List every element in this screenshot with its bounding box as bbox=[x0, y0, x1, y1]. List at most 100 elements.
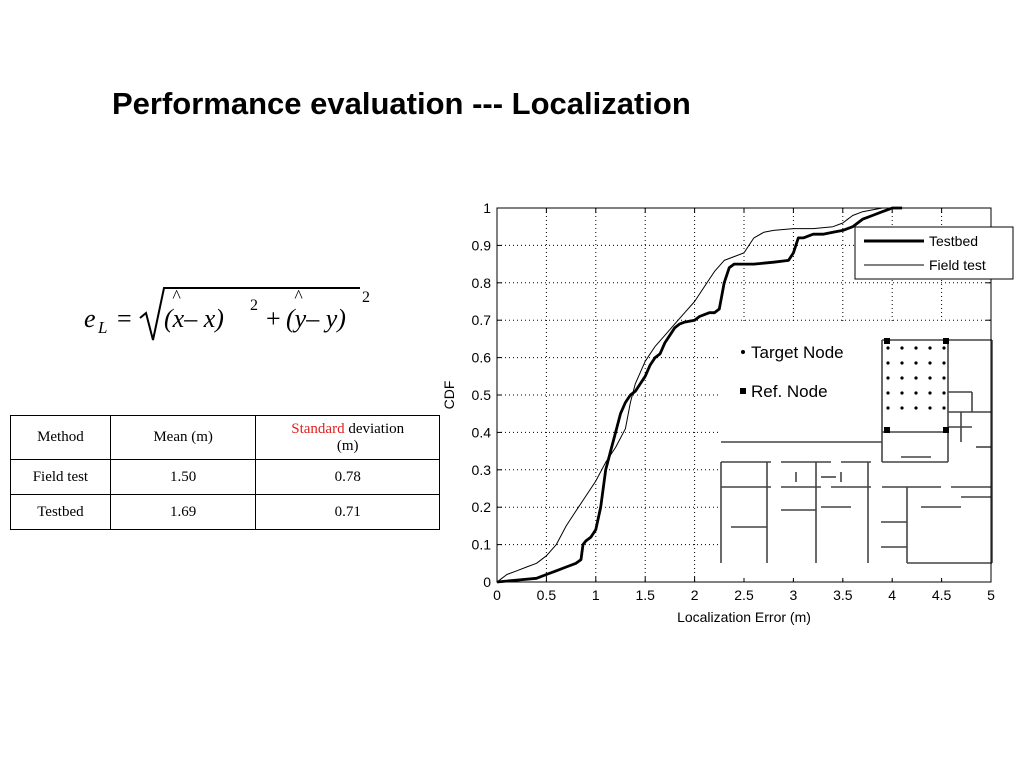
formula-graphic: e L = ^ (x– x) 2 + ^ (y– y) 2 bbox=[84, 286, 370, 341]
target-node-marker bbox=[942, 391, 946, 395]
y-tick-label: 0.6 bbox=[472, 350, 492, 366]
table-header-row: Method Mean (m) Standard deviation (m) bbox=[10, 415, 440, 460]
y-tick-label: 0.1 bbox=[472, 537, 492, 553]
hat-y: ^ bbox=[294, 286, 303, 306]
x-tick-label: 1 bbox=[592, 587, 600, 603]
floor-plan-inset: Target Node Ref. Node bbox=[719, 324, 993, 578]
target-node-marker bbox=[928, 391, 932, 395]
formula-plus: + bbox=[266, 304, 281, 333]
x-tick-label: 1.5 bbox=[635, 587, 655, 603]
target-node-marker bbox=[886, 346, 890, 350]
y-tick-label: 0.2 bbox=[472, 499, 492, 515]
series-line-field-test bbox=[496, 207, 893, 583]
formula-exp-1: 2 bbox=[250, 297, 258, 314]
x-tick-label: 5 bbox=[987, 587, 995, 603]
ref-node-marker bbox=[884, 427, 890, 433]
ref-node-marker bbox=[943, 427, 949, 433]
ref-node-marker bbox=[884, 338, 890, 344]
target-node-marker bbox=[900, 376, 904, 380]
legend-label-testbed: Testbed bbox=[929, 233, 978, 249]
header-std-unit: (m) bbox=[336, 437, 359, 454]
target-node-marker bbox=[928, 376, 932, 380]
target-node-label: Target Node bbox=[751, 343, 844, 362]
header-mean: Mean (m) bbox=[109, 415, 257, 460]
header-std: Standard deviation (m) bbox=[255, 415, 440, 460]
table-row: Testbed 1.69 0.71 bbox=[10, 494, 440, 530]
x-tick-label: 4.5 bbox=[932, 587, 952, 603]
x-tick-label: 2.5 bbox=[734, 587, 754, 603]
tick-labels: 0 0.5 1 1.5 2 2.5 3 3.5 4 4.5 5 0 0.1 0.2 0.3 0.4 0.5 0.6… bbox=[472, 200, 996, 603]
target-node-marker bbox=[928, 406, 932, 410]
results-table: Method Mean (m) Standard deviation (m) F… bbox=[10, 415, 440, 530]
cell-std: 0.78 bbox=[255, 459, 440, 495]
x-tick-label: 3.5 bbox=[833, 587, 853, 603]
target-node-marker bbox=[900, 391, 904, 395]
ref-node-label: Ref. Node bbox=[751, 382, 828, 401]
y-tick-label: 0.7 bbox=[472, 312, 492, 328]
localization-error-formula: e L = ^ (x– x) 2 + ^ (y– y) 2 bbox=[80, 280, 380, 355]
cell-std: 0.71 bbox=[255, 494, 440, 530]
cell-method: Testbed bbox=[10, 494, 111, 530]
target-node-marker bbox=[886, 406, 890, 410]
cell-mean: 1.50 bbox=[109, 459, 257, 495]
target-node-marker bbox=[942, 376, 946, 380]
target-node-marker bbox=[942, 346, 946, 350]
target-node-key-marker bbox=[741, 350, 745, 354]
target-node-marker bbox=[900, 361, 904, 365]
target-node-marker bbox=[928, 346, 932, 350]
legend: Testbed Field test bbox=[854, 226, 1014, 280]
header-std-rest: deviation bbox=[344, 420, 405, 437]
target-node-marker bbox=[928, 361, 932, 365]
target-node-marker bbox=[914, 406, 918, 410]
cdf-chart-svg: 0 0.5 1 1.5 2 2.5 3 3.5 4 4.5 5 0 0.1 0.2 0.3 0.4 0.5 0.6… bbox=[441, 200, 1014, 625]
y-tick-label: 0.8 bbox=[472, 275, 492, 291]
legend-label-field-test: Field test bbox=[929, 257, 986, 273]
target-node-marker bbox=[886, 376, 890, 380]
series-group bbox=[496, 206, 903, 584]
formula-lhs-subscript: L bbox=[97, 318, 107, 337]
plot-frame bbox=[496, 207, 992, 583]
header-std-highlight: Standard bbox=[291, 420, 345, 437]
target-node-marker bbox=[942, 406, 946, 410]
x-tick-label: 0.5 bbox=[537, 587, 557, 603]
x-tick-label: 3 bbox=[790, 587, 798, 603]
y-tick-label: 0.4 bbox=[472, 424, 492, 440]
formula-exp-2: 2 bbox=[362, 289, 370, 306]
ref-node-marker bbox=[943, 338, 949, 344]
target-node-marker bbox=[914, 391, 918, 395]
table-row: Field test 1.50 0.78 bbox=[10, 459, 440, 495]
y-tick-label: 0 bbox=[483, 574, 491, 590]
target-node-marker bbox=[942, 361, 946, 365]
cdf-chart: 0 0.5 1 1.5 2 2.5 3 3.5 4 4.5 5 0 0.1 0.2 0.3 0.4 0.5 0.6… bbox=[440, 196, 1024, 641]
ref-node-key-marker bbox=[740, 388, 746, 394]
target-node-marker bbox=[886, 391, 890, 395]
formula-term-x: (x– x) bbox=[164, 304, 224, 333]
header-method: Method bbox=[10, 415, 111, 460]
target-node-marker bbox=[914, 346, 918, 350]
y-tick-label: 0.3 bbox=[472, 462, 492, 478]
target-node-marker bbox=[900, 346, 904, 350]
formula-equals: = bbox=[117, 304, 132, 333]
target-node-marker bbox=[900, 406, 904, 410]
x-tick-label: 0 bbox=[493, 587, 501, 603]
formula-lhs: e bbox=[84, 304, 96, 333]
series-line-testbed bbox=[496, 206, 903, 584]
y-axis-label: CDF bbox=[441, 381, 457, 410]
slide-title: Performance evaluation --- Localization bbox=[112, 86, 691, 121]
y-tick-label: 0.9 bbox=[472, 237, 492, 253]
inset-background bbox=[719, 324, 993, 578]
x-tick-label: 4 bbox=[888, 587, 896, 603]
cell-method: Field test bbox=[10, 459, 111, 495]
hat-x: ^ bbox=[172, 286, 181, 306]
x-tick-label: 2 bbox=[691, 587, 699, 603]
x-axis-label: Localization Error (m) bbox=[677, 609, 811, 625]
sqrt-sign bbox=[139, 287, 360, 341]
legend-box bbox=[854, 226, 1014, 280]
target-node-marker bbox=[886, 361, 890, 365]
formula-term-y: (y– y) bbox=[286, 304, 346, 333]
y-tick-label: 1 bbox=[483, 200, 491, 216]
cell-mean: 1.69 bbox=[109, 494, 257, 530]
target-node-marker bbox=[914, 376, 918, 380]
y-tick-label: 0.5 bbox=[472, 387, 492, 403]
target-node-marker bbox=[914, 361, 918, 365]
